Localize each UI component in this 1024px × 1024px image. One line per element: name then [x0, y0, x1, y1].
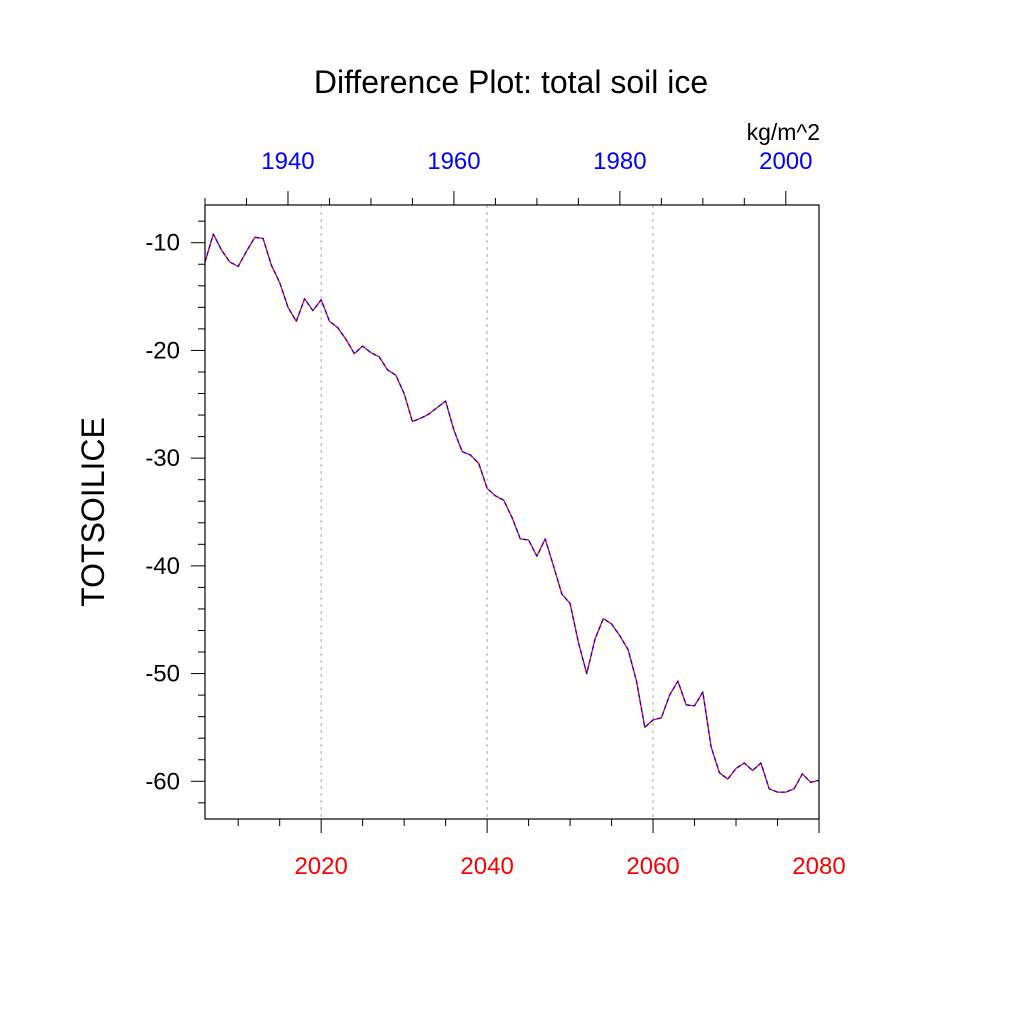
x-bottom-tick-label: 2080: [792, 853, 845, 880]
x-top-tick-label: 1940: [261, 148, 314, 175]
y-tick-label: -30: [145, 445, 180, 472]
series-line-2: [204, 233, 820, 793]
x-bottom-tick-label: 2060: [626, 853, 679, 880]
y-tick-label: -20: [145, 337, 180, 364]
y-tick-label: -60: [145, 768, 180, 795]
series-lines: [204, 233, 820, 793]
units-label: kg/m^2: [747, 119, 820, 145]
y-tick-label: -10: [145, 230, 180, 257]
x-top-tick-label: 1980: [593, 148, 646, 175]
x-top-tick-label: 1960: [427, 148, 480, 175]
x-top-tick-label: 2000: [759, 148, 812, 175]
x-bottom-tick-label: 2020: [294, 853, 347, 880]
y-tick-label: -50: [145, 661, 180, 688]
y-tick-label: -40: [145, 553, 180, 580]
axes: 2020 2040 2060 2080 1940 1960 1980 2000 -10 -20 -3…: [145, 148, 845, 880]
y-axis-label: TOTSOILICE: [75, 417, 111, 607]
chart-title: Difference Plot: total soil ice: [314, 64, 708, 100]
plot-frame: [204, 204, 820, 820]
grid-lines: [320, 205, 654, 819]
x-bottom-tick-label: 2040: [460, 853, 513, 880]
